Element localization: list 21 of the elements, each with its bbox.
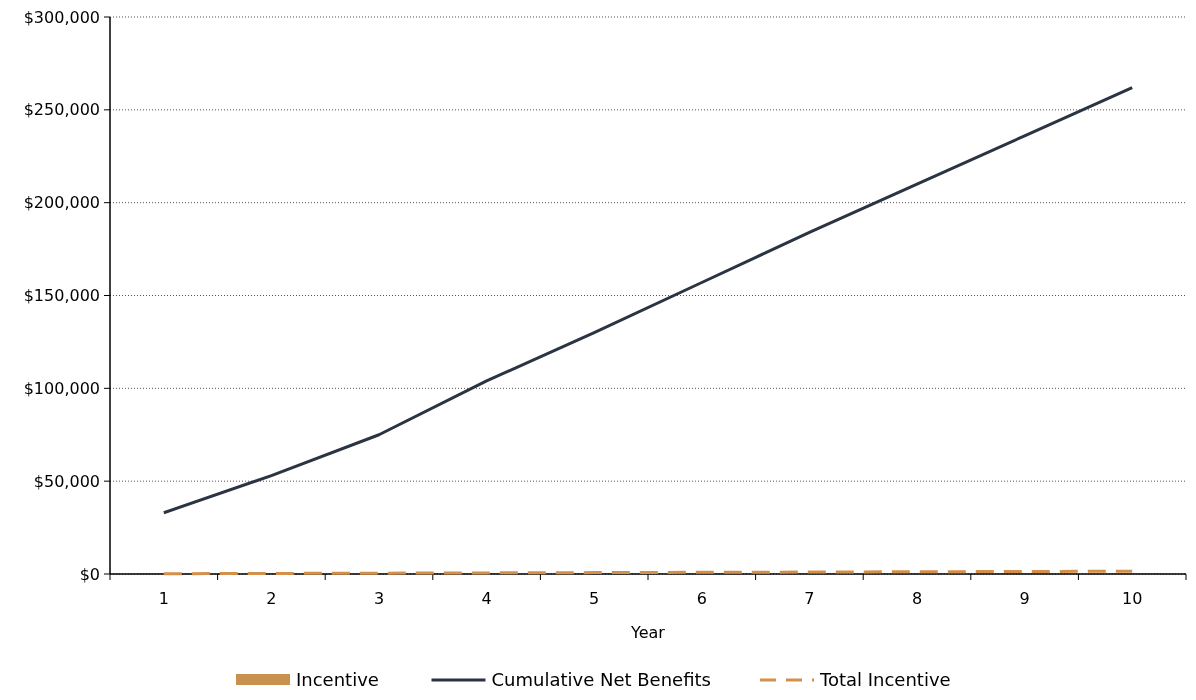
y-tick-label: $50,000 xyxy=(33,471,100,491)
legend-label: Incentive xyxy=(296,669,379,690)
x-tick-label: 10 xyxy=(1122,589,1143,608)
y-tick-label: $300,000 xyxy=(23,7,100,27)
x-tick-label: 1 xyxy=(158,589,169,608)
x-tick-label: 3 xyxy=(373,589,385,608)
y-tick-label: $200,000 xyxy=(23,193,100,213)
x-tick-label: 7 xyxy=(804,589,815,608)
legend-label: Cumulative Net Benefits xyxy=(491,669,711,690)
legend-label: Total Incentive xyxy=(819,669,951,690)
y-tick-label: $250,000 xyxy=(23,100,100,120)
y-tick-label: $100,000 xyxy=(23,378,100,398)
x-tick-label: 2 xyxy=(266,589,277,608)
x-axis-title: Year xyxy=(630,623,666,642)
x-tick-label: 6 xyxy=(696,589,707,608)
x-tick-label: 4 xyxy=(481,589,492,608)
y-tick-label: $0 xyxy=(79,564,100,584)
x-tick-label: 9 xyxy=(1019,589,1030,608)
x-tick-label: 5 xyxy=(589,589,600,608)
x-tick-label: 8 xyxy=(911,589,923,608)
y-tick-label: $150,000 xyxy=(23,286,100,306)
